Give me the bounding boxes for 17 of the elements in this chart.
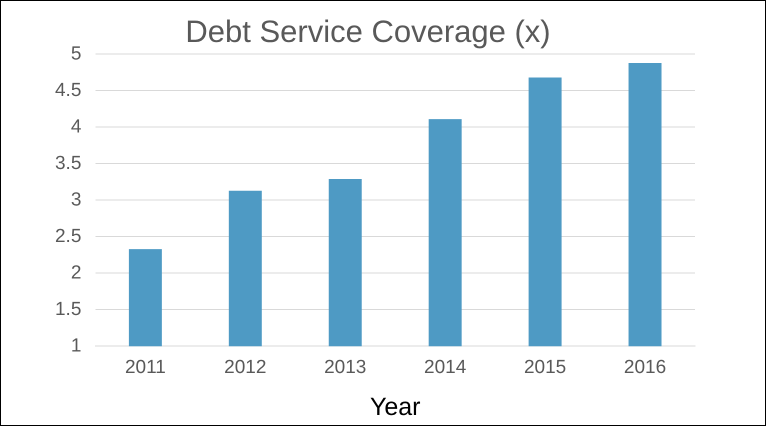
x-tick-label: 2011 xyxy=(124,356,166,378)
y-tick-label: 4.5 xyxy=(54,80,82,101)
y-tick-label: 5 xyxy=(70,43,82,64)
chart-title: Debt Service Coverage (x) xyxy=(185,14,551,50)
x-axis-title: Year xyxy=(370,392,420,421)
x-tick-label: 2012 xyxy=(224,356,266,378)
x-tick-label: 2013 xyxy=(324,356,366,378)
y-tick-label: 2 xyxy=(70,262,82,284)
x-tick-label: 2015 xyxy=(524,356,566,378)
x-tick-label: 2014 xyxy=(424,356,467,378)
x-tick-label: 2016 xyxy=(624,356,666,378)
y-tick-label: 3 xyxy=(70,189,82,210)
y-tick-label: 4 xyxy=(70,116,82,138)
y-tick-label: 3.5 xyxy=(54,152,82,174)
y-tick-label: 1 xyxy=(70,335,82,356)
y-tick-label: 2.5 xyxy=(54,226,82,247)
y-tick-label: 1.5 xyxy=(54,298,82,320)
